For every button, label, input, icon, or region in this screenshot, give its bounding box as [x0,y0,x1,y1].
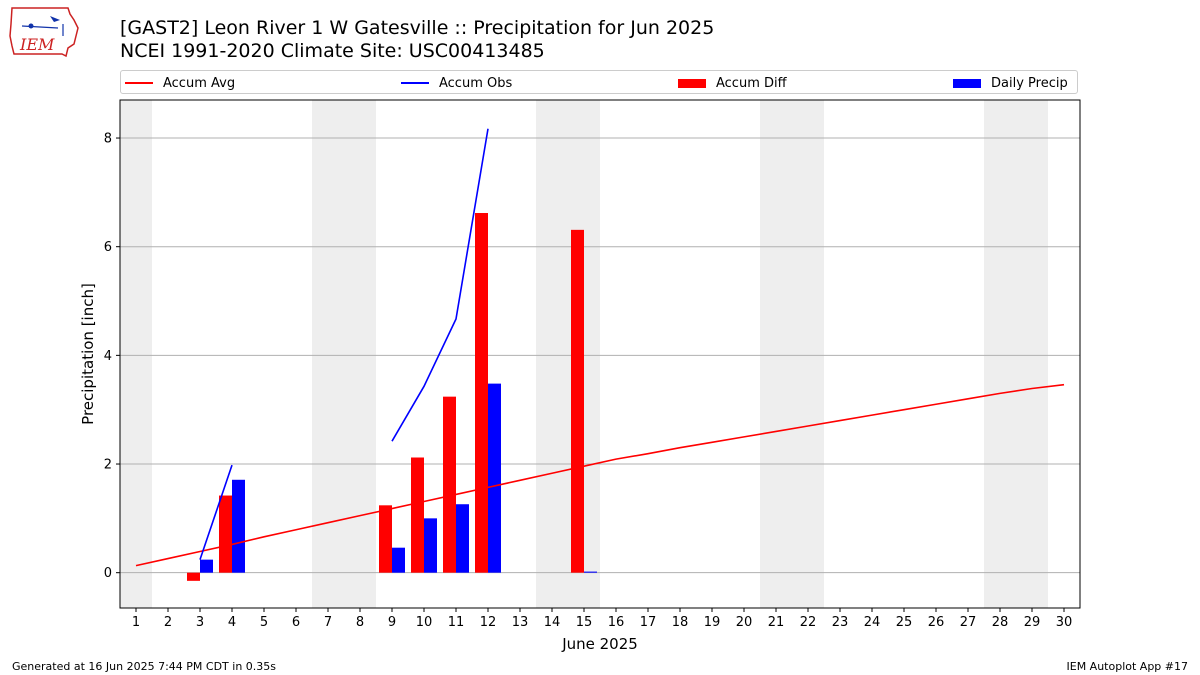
x-tick-label: 24 [864,615,881,630]
legend-swatch-accum-diff [678,78,706,88]
x-tick-label: 23 [832,615,849,630]
daily-precip-bar [456,504,469,573]
accum-diff-bar [475,213,488,573]
x-tick-label: 2 [164,615,172,630]
daily-precip-bar [200,559,213,573]
x-tick-label: 7 [324,615,332,630]
accum-diff-bar [187,572,200,581]
legend-label-accum-obs: Accum Obs [439,75,513,91]
legend-label-daily-precip: Daily Precip [991,75,1068,91]
legend-label-accum-diff: Accum Diff [716,75,787,91]
chart-title: [GAST2] Leon River 1 W Gatesville :: Pre… [120,17,715,39]
weekend-band [120,100,152,608]
x-axis-label: June 2025 [561,635,638,653]
y-tick-label: 6 [104,240,112,255]
daily-precip-bar [424,518,437,573]
x-tick-label: 16 [608,615,625,630]
legend-item-accum-diff: Accum Diff [678,74,787,92]
x-tick-label: 6 [292,615,300,630]
legend-label-accum-avg: Accum Avg [163,75,236,91]
wind-vane-icon [50,16,60,22]
y-tick-label: 8 [104,132,112,147]
weekend-band [312,100,344,608]
x-tick-label: 12 [480,615,497,630]
legend-item-daily-precip: Daily Precip [953,74,1068,92]
weekend-band [984,100,1016,608]
daily-precip-bar [392,547,405,573]
legend-item-accum-avg: Accum Avg [125,74,235,92]
daily-precip-bar [584,571,597,573]
accum-diff-bar [443,396,456,573]
x-tick-label: 11 [448,615,465,630]
x-tick-label: 8 [356,615,364,630]
x-tick-label: 22 [800,615,817,630]
app-credit: IEM Autoplot App #17 [1066,660,1189,673]
x-tick-label: 4 [228,615,236,630]
plot-frame [119,99,1081,609]
x-tick-label: 5 [260,615,268,630]
weekend-band [536,100,568,608]
x-tick-label: 14 [544,615,561,630]
accum-diff-bar [571,229,584,573]
x-tick-label: 20 [736,615,753,630]
accum-diff-bar [411,457,424,573]
accum-diff-bar [379,505,392,573]
iem-logo: IEM [9,7,79,58]
x-tick-label: 9 [388,615,396,630]
x-tick-label: 3 [196,615,204,630]
y-tick-label: 4 [104,349,112,364]
x-tick-label: 15 [576,615,593,630]
x-tick-label: 18 [672,615,689,630]
accum-obs-line [199,464,233,560]
legend-swatch-daily-precip [953,78,981,88]
x-tick-label: 1 [132,615,140,630]
x-tick-label: 28 [992,615,1009,630]
x-tick-label: 19 [704,615,721,630]
x-tick-label: 30 [1056,615,1073,630]
x-tick-label: 29 [1024,615,1041,630]
logo-text: IEM [19,35,55,54]
y-tick-label: 2 [104,458,112,473]
iowa-outline-shape [9,7,79,58]
x-tick-label: 27 [960,615,977,630]
daily-precip-bar [232,479,245,573]
x-tick-label: 17 [640,615,657,630]
daily-precip-bar [488,383,501,573]
accum-avg-line [135,383,1065,567]
weekend-band [1016,100,1048,608]
weekend-band [760,100,792,608]
y-tick-label: 0 [104,566,112,581]
x-tick-label: 21 [768,615,785,630]
legend-item-accum-obs: Accum Obs [401,74,512,92]
x-tick-label: 10 [416,615,433,630]
accum-obs-line [391,128,489,442]
weekend-band [344,100,376,608]
legend-swatch-accum-obs [401,82,429,84]
weekend-band [792,100,824,608]
y-axis-label: Precipitation [inch] [79,283,97,425]
x-tick-label: 13 [512,615,529,630]
accum-diff-bar [219,495,232,573]
x-tick-label: 25 [896,615,913,630]
chart-subtitle: NCEI 1991-2020 Climate Site: USC00413485 [120,40,545,62]
x-tick-label: 26 [928,615,945,630]
legend-swatch-accum-avg [125,82,153,84]
generated-note: Generated at 16 Jun 2025 7:44 PM CDT in … [12,660,277,673]
legend: Accum Avg Accum Obs Accum Diff Daily Pre… [120,70,1078,94]
